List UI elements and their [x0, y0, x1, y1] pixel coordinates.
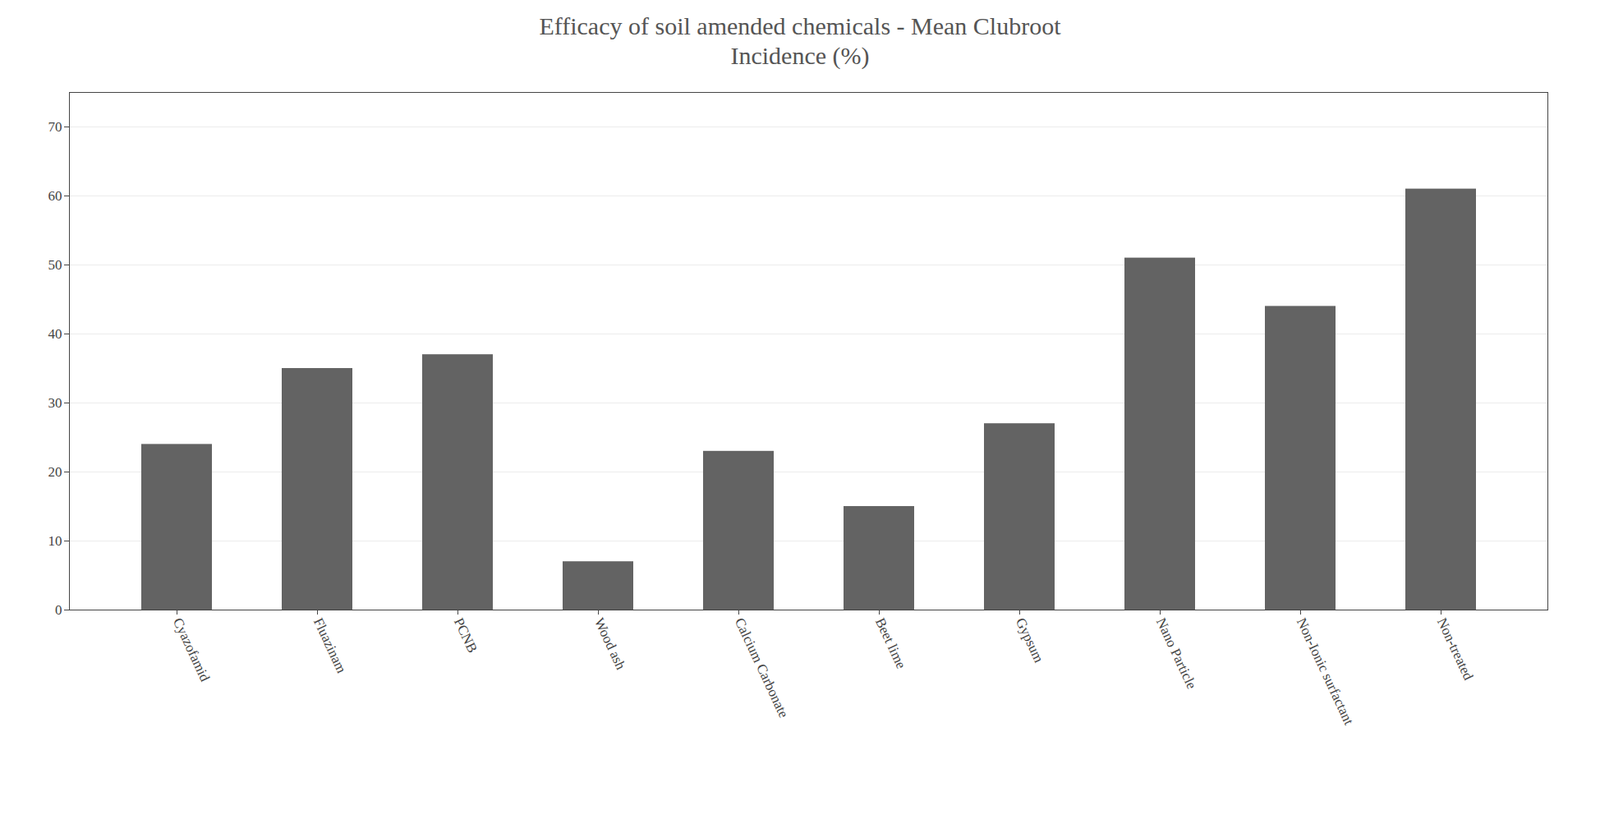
svg-text:Nano Particle: Nano Particle — [1153, 615, 1200, 691]
svg-text:50: 50 — [48, 257, 63, 273]
svg-text:Wood ash: Wood ash — [591, 615, 630, 672]
svg-text:0: 0 — [55, 602, 63, 618]
svg-text:Cyazofamid: Cyazofamid — [170, 615, 214, 685]
svg-text:Non-treated: Non-treated — [1434, 615, 1477, 683]
svg-text:60: 60 — [48, 188, 63, 204]
svg-text:Gypsum: Gypsum — [1012, 615, 1048, 665]
svg-text:PCNB: PCNB — [450, 615, 481, 655]
svg-text:70: 70 — [48, 119, 63, 135]
svg-text:30: 30 — [48, 395, 63, 411]
html-text:Efficacy of soil amended chemi: Efficacy of soil amended chemicals - Mea… — [539, 12, 1061, 69]
svg-text:10: 10 — [48, 533, 63, 549]
svg-text:Calcium Carbonate: Calcium Carbonate — [731, 615, 792, 720]
svg-text:Beet lime: Beet lime — [872, 615, 910, 672]
svg-text:40: 40 — [48, 326, 63, 342]
svg-text:Fluazinam: Fluazinam — [310, 615, 350, 676]
svg-text:Non-Ionic surfactant: Non-Ionic surfactant — [1293, 615, 1357, 727]
svg-text:20: 20 — [48, 464, 63, 480]
